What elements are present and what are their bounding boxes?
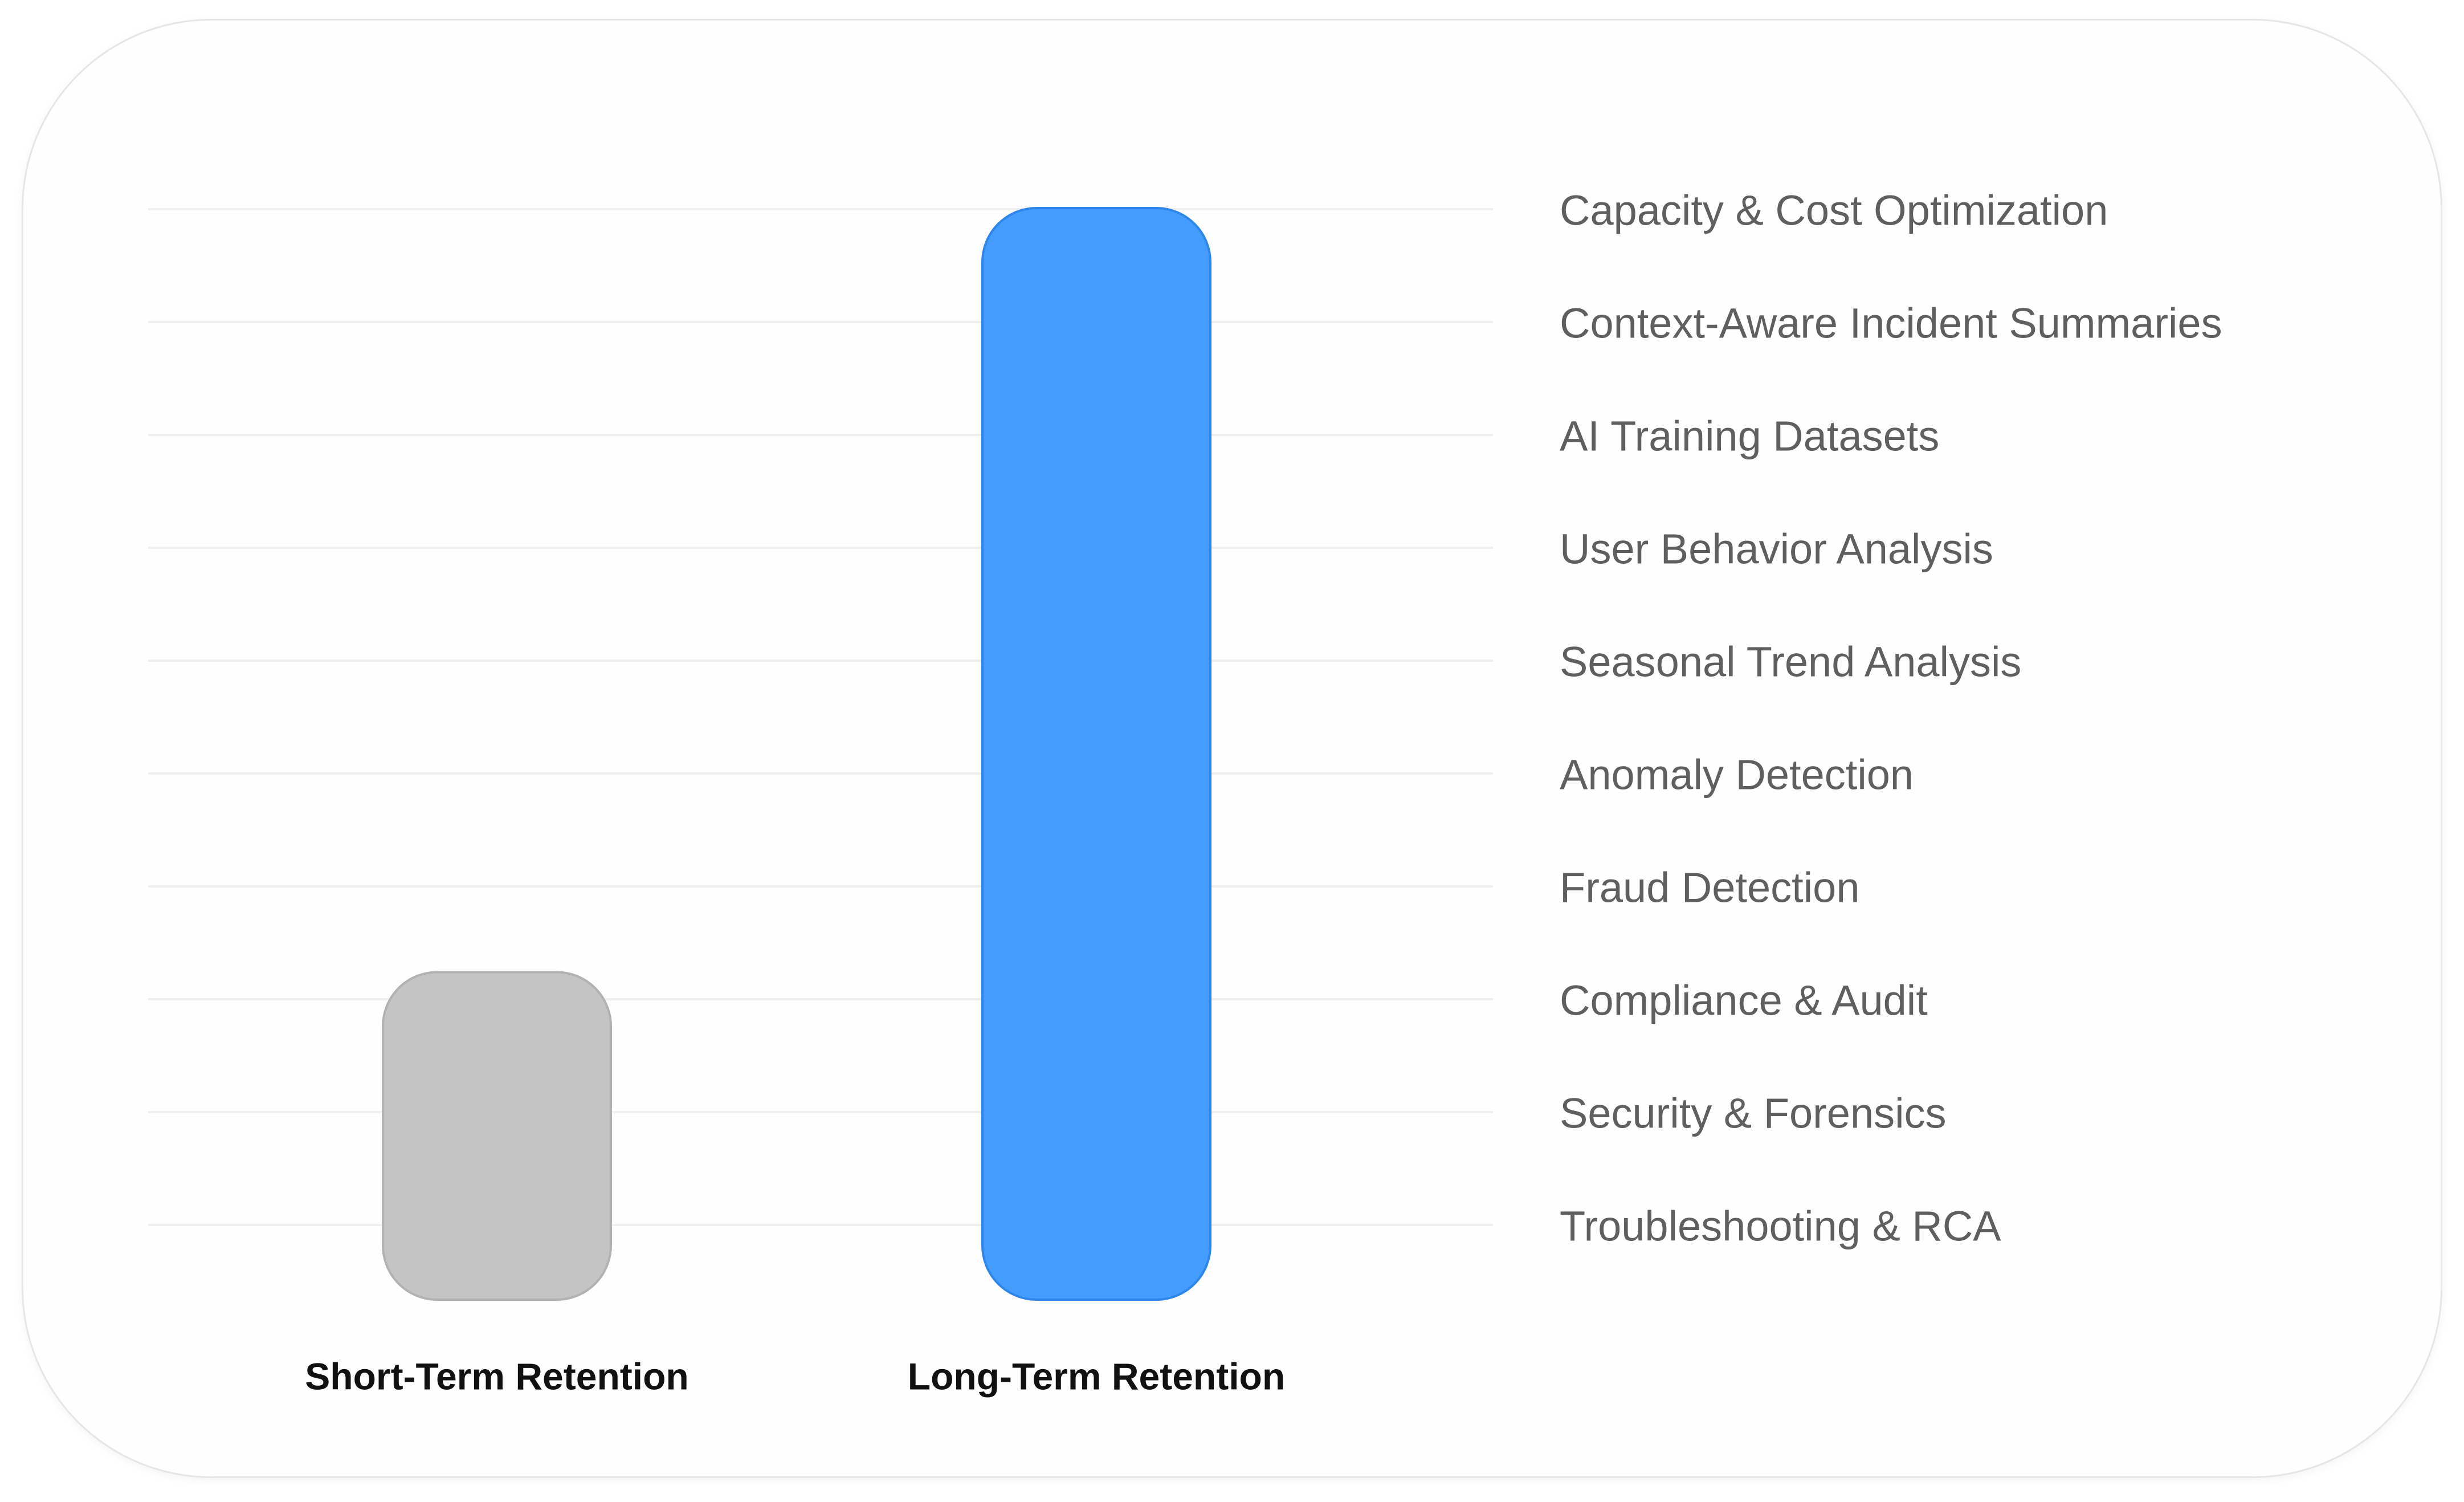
bar-short-term-retention: [382, 971, 612, 1301]
use-case-label: Context-Aware Incident Summaries: [1560, 300, 2222, 347]
use-case-label: AI Training Datasets: [1560, 413, 1939, 460]
category-label: Long-Term Retention: [908, 1355, 1285, 1397]
bars: [382, 207, 1211, 1301]
use-case-label: Fraud Detection: [1560, 864, 1860, 911]
category-labels: Short-Term Retention Long-Term Retention: [305, 1355, 1285, 1397]
use-case-label: Capacity & Cost Optimization: [1560, 187, 2108, 234]
use-case-label: Seasonal Trend Analysis: [1560, 638, 2021, 686]
use-case-list: Capacity & Cost Optimization Context-Awar…: [1560, 187, 2222, 1250]
use-case-label: Security & Forensics: [1560, 1090, 1947, 1137]
use-case-label: User Behavior Analysis: [1560, 526, 1993, 573]
category-label: Short-Term Retention: [305, 1355, 688, 1397]
use-case-label: Compliance & Audit: [1560, 977, 1928, 1024]
gridlines: [148, 208, 1493, 1226]
use-case-label: Anomaly Detection: [1560, 751, 1914, 799]
use-case-label: Troubleshooting & RCA: [1560, 1203, 2001, 1250]
bar-long-term-retention: [981, 207, 1211, 1301]
